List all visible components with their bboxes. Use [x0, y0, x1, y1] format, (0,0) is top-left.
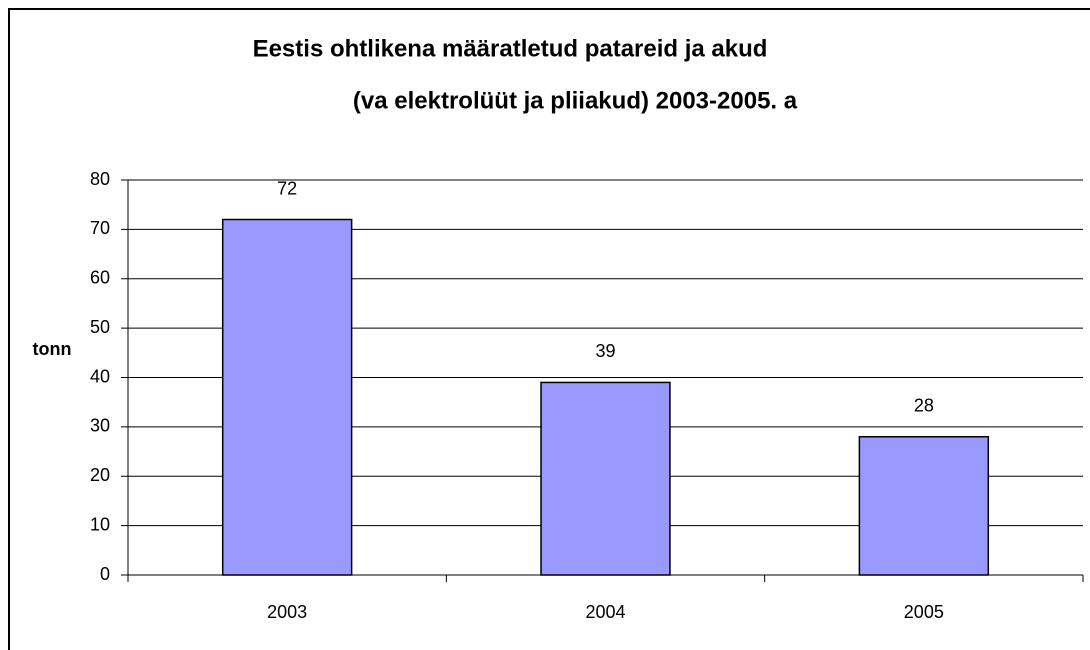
bar — [540, 381, 671, 576]
bar — [858, 436, 990, 576]
y-tick-label: 60 — [90, 268, 110, 288]
data-label: 28 — [914, 396, 934, 416]
y-tick-label: 0 — [100, 564, 110, 584]
chart-title: Eestis ohtlikena määratletud patareid ja… — [253, 35, 768, 62]
y-tick-label: 40 — [90, 366, 110, 386]
y-tick-label: 10 — [90, 514, 110, 534]
x-tick-label: 2004 — [585, 602, 625, 622]
y-tick-label: 20 — [90, 465, 110, 485]
data-label: 39 — [595, 341, 615, 361]
y-tick-label: 80 — [90, 169, 110, 189]
y-tick-label: 50 — [90, 317, 110, 337]
x-tick-label: 2003 — [267, 602, 307, 622]
y-tick-label: 70 — [90, 218, 110, 238]
data-label: 72 — [277, 178, 297, 198]
y-tick-label: 30 — [90, 416, 110, 436]
bar — [221, 218, 353, 576]
x-tick-label: 2005 — [904, 602, 944, 622]
chart-title: (va elektrolüüt ja pliiakud) 2003-2005. … — [353, 87, 798, 114]
y-axis-label: tonn — [33, 339, 72, 359]
